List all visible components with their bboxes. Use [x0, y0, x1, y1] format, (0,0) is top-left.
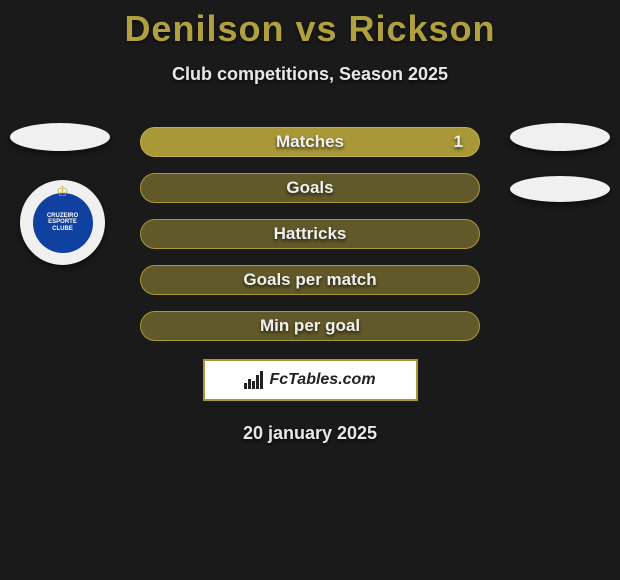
- stat-label: Hattricks: [141, 224, 479, 244]
- date: 20 january 2025: [0, 423, 620, 444]
- stat-value: 1: [454, 132, 463, 152]
- stat-row-goals-per-match: Goals per match: [0, 265, 620, 295]
- stats-container: Matches 1 Goals Hattricks Goals per matc…: [0, 127, 620, 341]
- stat-label: Min per goal: [141, 316, 479, 336]
- bar-chart-icon: [244, 371, 263, 389]
- stat-bar: Goals: [140, 173, 480, 203]
- stat-label: Matches: [141, 132, 479, 152]
- stat-row-matches: Matches 1: [0, 127, 620, 157]
- fctables-label: FcTables.com: [269, 371, 375, 389]
- stat-bar: Min per goal: [140, 311, 480, 341]
- stat-row-hattricks: Hattricks: [0, 219, 620, 249]
- stat-label: Goals per match: [141, 270, 479, 290]
- stat-row-min-per-goal: Min per goal: [0, 311, 620, 341]
- stat-row-goals: Goals: [0, 173, 620, 203]
- stat-bar: Matches 1: [140, 127, 480, 157]
- subtitle: Club competitions, Season 2025: [0, 64, 620, 85]
- page-title: Denilson vs Rickson: [0, 0, 620, 50]
- fctables-logo-box: FcTables.com: [203, 359, 418, 401]
- stat-label: Goals: [141, 178, 479, 198]
- stat-bar: Goals per match: [140, 265, 480, 295]
- stat-bar: Hattricks: [140, 219, 480, 249]
